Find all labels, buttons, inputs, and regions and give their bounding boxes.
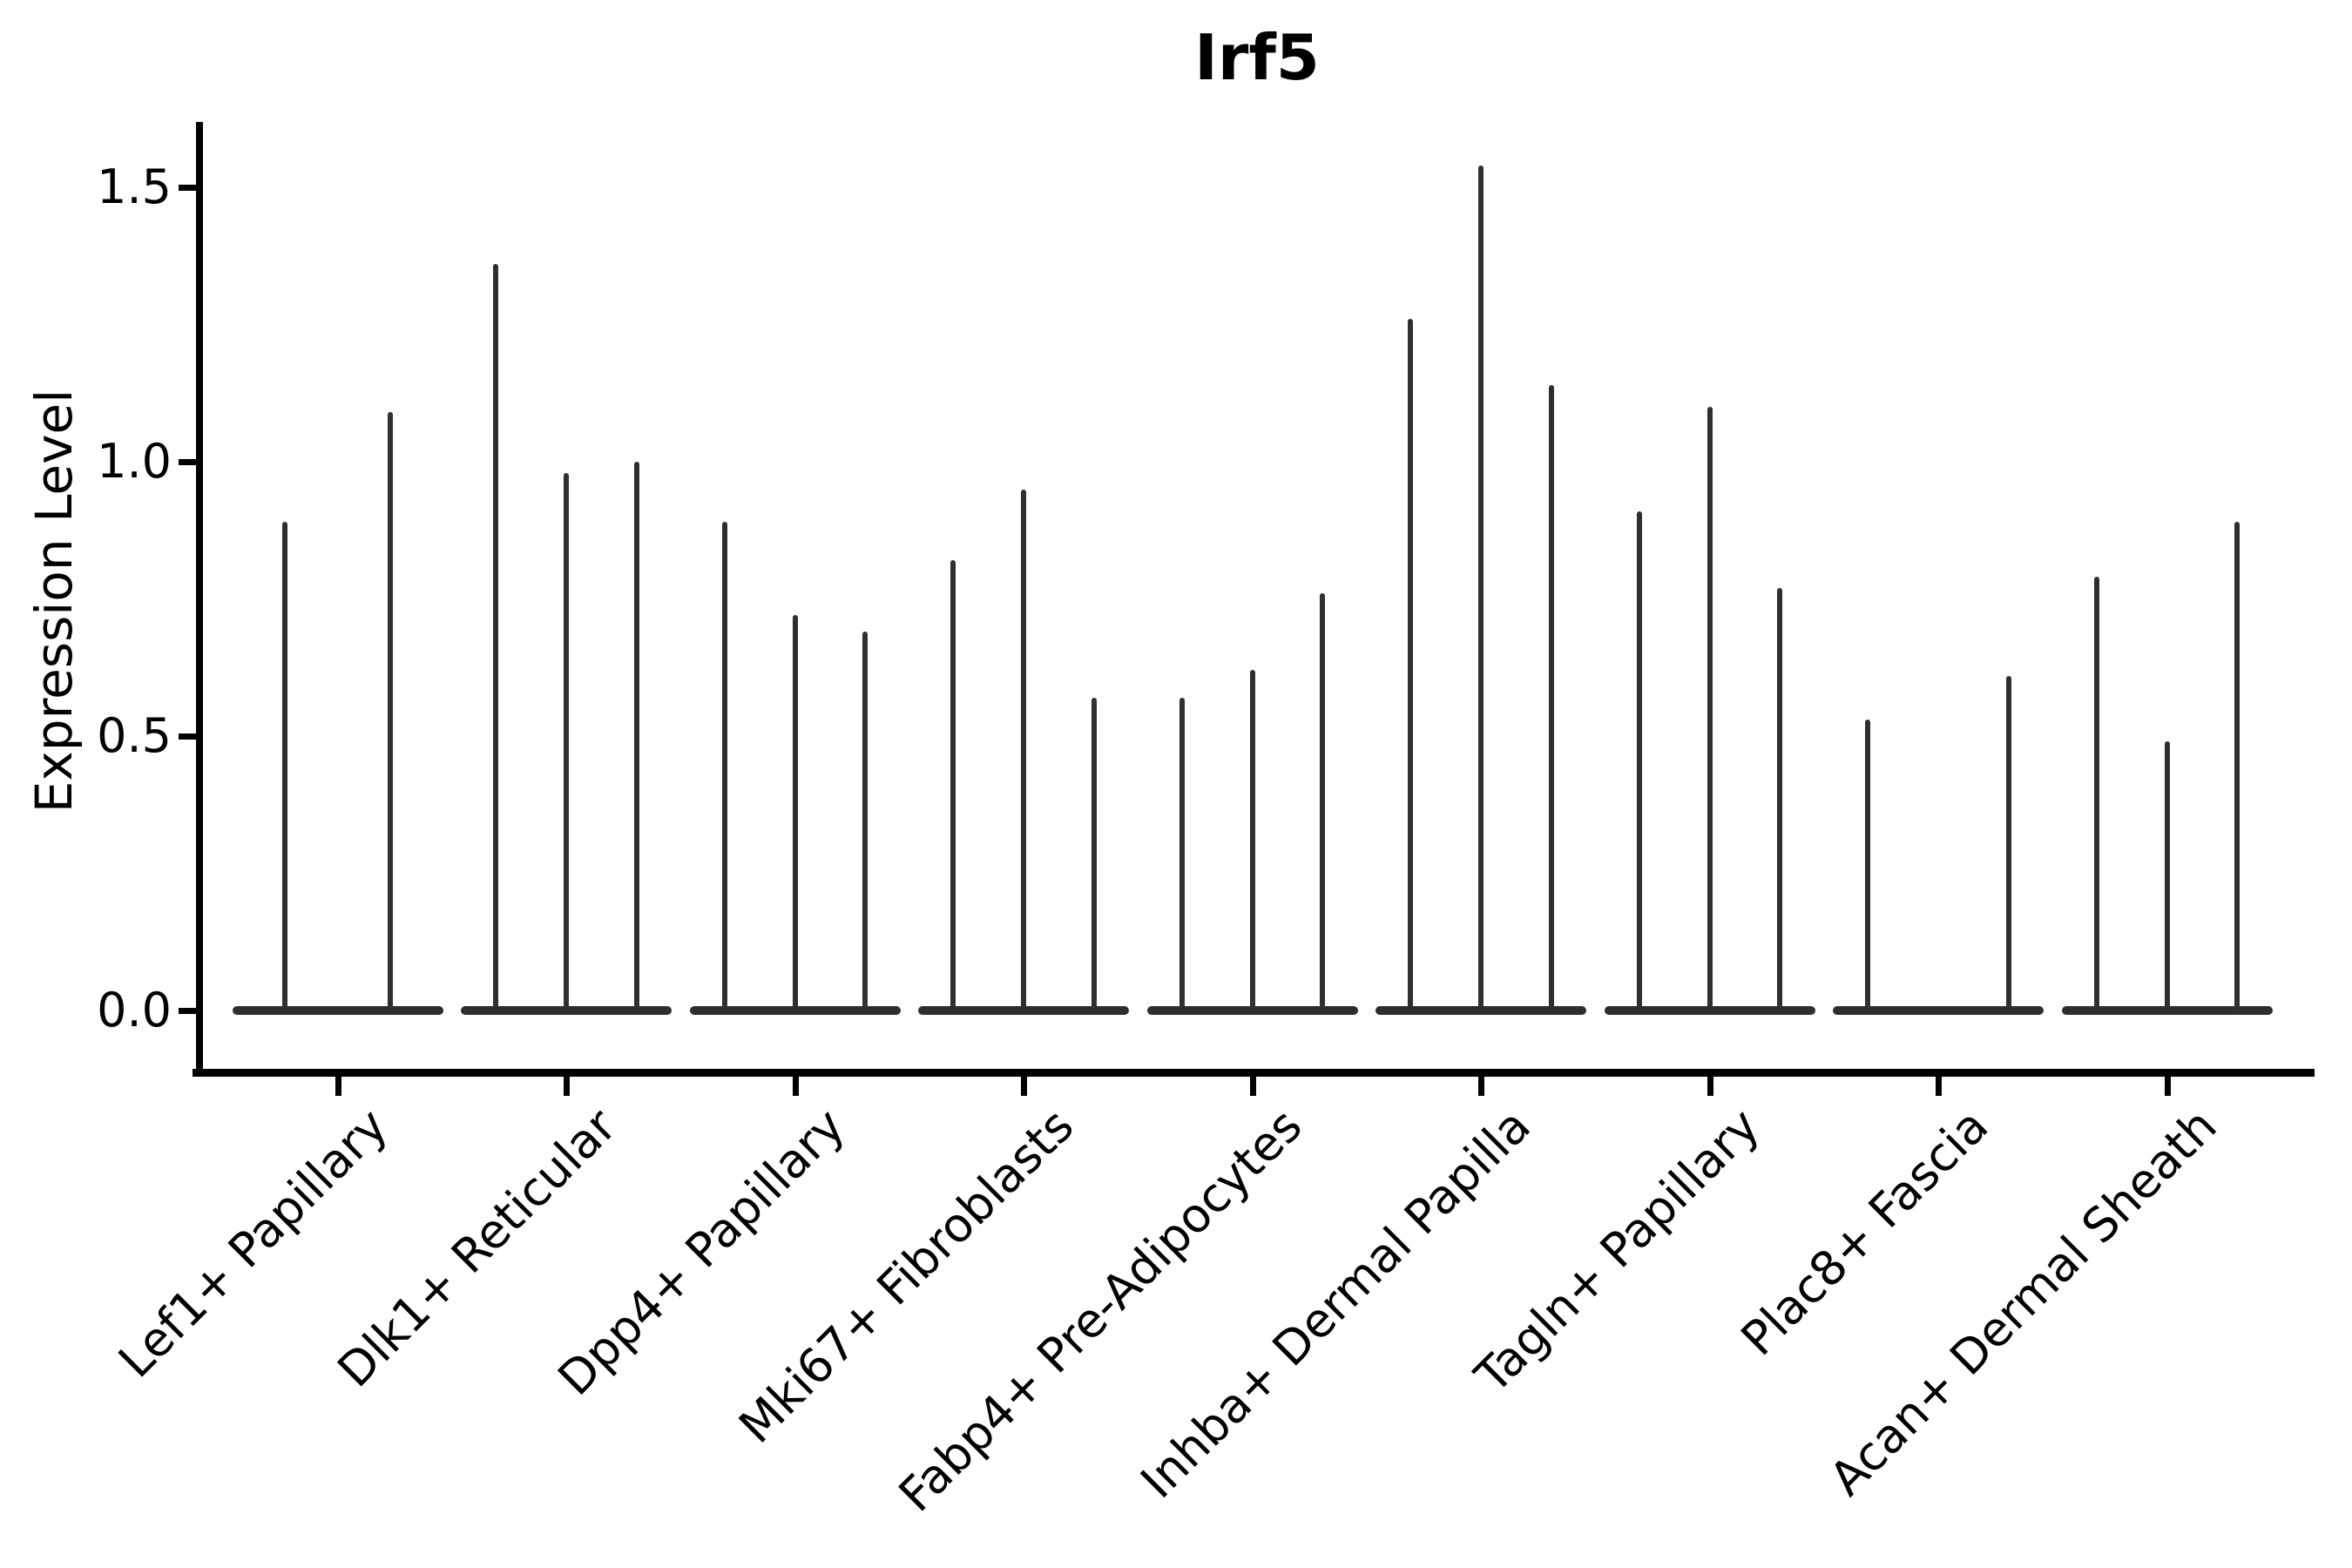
- violin-spike: [950, 560, 956, 1013]
- violin-spike: [1777, 587, 1783, 1013]
- y-tick-mark: [179, 1008, 196, 1014]
- x-tick-label: Plac8+ Fascia: [1730, 1098, 1999, 1367]
- x-tick-mark: [564, 1077, 570, 1096]
- violin-spike: [2164, 741, 2170, 1013]
- violin-spike: [1548, 384, 1554, 1013]
- y-tick-label: 0.0: [97, 983, 172, 1037]
- x-tick-mark: [1249, 1077, 1256, 1096]
- violin-spike: [633, 462, 639, 1013]
- violin-spike: [1408, 319, 1414, 1013]
- violin-spike: [388, 412, 393, 1013]
- violin-spike: [1320, 593, 1326, 1013]
- x-tick-label: Inhba+ Dermal Papilla: [1130, 1098, 1542, 1510]
- y-tick-mark: [179, 459, 196, 465]
- violin-spike: [1636, 510, 1642, 1013]
- y-axis-label: Expression Level: [24, 389, 84, 814]
- violin-spike: [282, 522, 287, 1013]
- violin-spike: [2005, 675, 2011, 1013]
- x-tick-label: Acan+ Dermal Sheath: [1819, 1098, 2227, 1507]
- y-axis-spine: [196, 122, 203, 1077]
- violin-spike: [564, 472, 569, 1013]
- violin-base: [232, 1006, 443, 1015]
- x-tick-label: Fabp4+ Pre-Adipocytes: [888, 1098, 1313, 1523]
- violin-spike: [792, 615, 798, 1013]
- violin-spike: [1249, 670, 1255, 1013]
- x-tick-mark: [792, 1077, 799, 1096]
- chart-title: Irf5: [1194, 21, 1320, 94]
- y-tick-label: 1.5: [97, 159, 172, 214]
- violin-spike: [2234, 522, 2240, 1013]
- violin-spike: [1707, 407, 1713, 1013]
- violin-spike: [2093, 577, 2099, 1013]
- x-axis-spine: [193, 1069, 2315, 1077]
- x-tick-mark: [1936, 1077, 1942, 1096]
- y-tick-label: 0.5: [97, 708, 172, 763]
- y-tick-mark: [179, 733, 196, 740]
- violin-spike: [1865, 720, 1871, 1013]
- x-tick-mark: [1478, 1077, 1484, 1096]
- violin-spike: [1021, 489, 1026, 1013]
- violin-spike: [1478, 165, 1484, 1013]
- x-tick-mark: [1021, 1077, 1027, 1096]
- violin-spike: [1091, 697, 1097, 1013]
- violin-spike: [493, 264, 499, 1013]
- x-tick-mark: [1707, 1077, 1713, 1096]
- y-tick-mark: [179, 185, 196, 191]
- violin-base: [1833, 1006, 2044, 1015]
- violin-spike: [721, 522, 727, 1013]
- violin-spike: [1179, 697, 1185, 1013]
- violin-spike: [862, 632, 868, 1013]
- x-tick-mark: [2164, 1077, 2171, 1096]
- x-tick-mark: [335, 1077, 341, 1096]
- y-tick-label: 1.0: [97, 434, 172, 489]
